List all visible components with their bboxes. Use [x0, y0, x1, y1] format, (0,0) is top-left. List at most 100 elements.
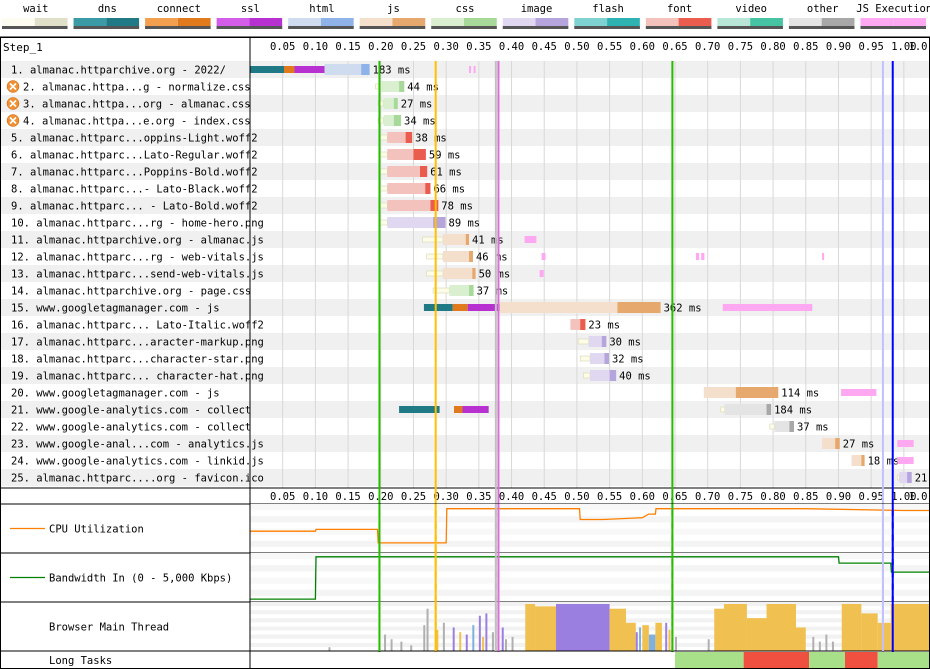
request-row[interactable] [0, 316, 930, 333]
legend-swatch-light [860, 18, 894, 29]
request-row[interactable] [0, 333, 930, 350]
request-row[interactable] [0, 112, 930, 129]
main-thread-spike [442, 622, 445, 651]
axis-tick-top: 0.95 [859, 41, 884, 53]
legend-swatch-dark [106, 18, 140, 29]
main-thread-activity [525, 604, 536, 651]
request-bar-ttfb [387, 149, 414, 160]
legend-label-flash: flash [592, 3, 624, 15]
request-bar-ttfb [383, 98, 394, 109]
request-label[interactable]: 12. almanac.httparc...rg - web-vitals.js [11, 252, 264, 264]
request-label[interactable]: 18. almanac.httparc...character-star.png [11, 354, 264, 366]
main-thread-spike [410, 645, 413, 651]
request-label[interactable]: 23. www.google-anal...com - analytics.js [11, 439, 264, 451]
request-bar-ttfb [449, 285, 470, 296]
cpu-series-line [250, 508, 930, 544]
main-thread-spike [635, 632, 638, 651]
request-row[interactable] [0, 469, 930, 486]
request-label[interactable]: 17. almanac.httparc...aracter-markup.png [11, 337, 264, 349]
request-label[interactable]: 3. almanac.httpa...org - almanac.css [23, 99, 251, 111]
request-bar-ttfb [590, 353, 605, 364]
panel-band [250, 577, 930, 584]
request-row[interactable] [0, 418, 930, 435]
request-bar-ttfb [570, 319, 581, 330]
request-row[interactable] [0, 129, 930, 146]
request-row[interactable] [0, 180, 930, 197]
request-label[interactable]: 9. almanac.httparc... - Lato-Bold.woff2 [11, 201, 258, 213]
request-label[interactable]: 10. almanac.httparc...rg - home-hero.png [11, 218, 264, 230]
request-row[interactable] [0, 163, 930, 180]
request-bar-connect [284, 66, 295, 73]
request-label[interactable]: 14. almanac.httparchive.org - page.css [11, 286, 251, 298]
request-duration: 59 ms [429, 150, 461, 162]
main-thread-spike [459, 632, 462, 651]
js-execution-mark [541, 253, 546, 260]
long-task-segment [250, 652, 675, 669]
request-duration: 27 ms [401, 99, 433, 111]
request-row[interactable] [0, 452, 930, 469]
legend-swatch-base [145, 26, 211, 29]
axis-tick-bottom: 0.10 [303, 491, 328, 503]
request-row[interactable] [0, 367, 930, 384]
request-label[interactable]: 4. almanac.httpa...e.org - index.css [23, 116, 251, 128]
request-row[interactable] [0, 214, 930, 231]
request-label[interactable]: 15. www.googletagmanager.com - js [11, 303, 220, 315]
request-label[interactable]: 24. www.google-analytics.com - linkid.js [11, 456, 264, 468]
request-bar-ttfb [387, 132, 406, 143]
request-duration: 61 ms [430, 167, 462, 179]
main-thread-spike [639, 627, 642, 651]
request-row[interactable] [0, 384, 930, 401]
legend-swatch-base [2, 26, 68, 29]
request-label[interactable]: 16. almanac.httparc... Lato-Italic.woff2 [11, 320, 264, 332]
legend-swatch-base [431, 26, 497, 29]
axis-tick-bottom: 0.25 [401, 491, 426, 503]
request-bar-dl [393, 115, 402, 126]
axis-tick-bottom: 0.30 [434, 491, 459, 503]
main-thread-activity [841, 604, 862, 651]
request-label[interactable]: 22. www.google-analytics.com - collect [11, 422, 251, 434]
main-thread-spike [707, 639, 710, 651]
request-bar-dl [472, 268, 476, 279]
request-label[interactable]: 2. almanac.httpa...g - normalize.css [23, 82, 251, 94]
request-label[interactable]: 21. www.google-analytics.com - collect [11, 405, 251, 417]
request-duration: 66 ms [433, 184, 465, 196]
request-label[interactable]: 6. almanac.httparc...Lato-Regular.woff2 [11, 150, 258, 162]
request-bar-ttfb [703, 387, 736, 398]
request-row[interactable] [0, 350, 930, 367]
request-bar-ssl [294, 66, 325, 73]
request-label[interactable]: 25. almanac.httparc....org - favicon.ico [11, 473, 264, 485]
main-thread-spike [436, 629, 439, 651]
legend-swatch-light [431, 18, 464, 29]
request-row[interactable] [0, 61, 930, 78]
request-label[interactable]: 8. almanac.httparc...- Lato-Black.woff2 [11, 184, 258, 196]
request-bar-wait [380, 151, 388, 158]
request-bar-dl [430, 200, 439, 211]
legend-swatch-dark [607, 18, 640, 29]
request-label[interactable]: 7. almanac.httparc...Poppins-Bold.woff2 [11, 167, 258, 179]
request-row[interactable] [0, 78, 930, 95]
legend-swatch-light [574, 18, 608, 29]
request-label[interactable]: 5. almanac.httparc...oppins-Light.woff2 [11, 133, 258, 145]
main-thread-activity [535, 606, 556, 651]
request-label[interactable]: 13. almanac.httparc...send-web-vitals.js [11, 269, 264, 281]
request-bar-connect [454, 406, 463, 413]
request-label[interactable]: 1. almanac.httparchive.org - 2022/ [11, 65, 226, 77]
request-duration: 78 ms [441, 201, 473, 213]
legend-swatch-base [788, 26, 855, 29]
main-thread-spike [501, 627, 504, 651]
request-row[interactable] [0, 435, 930, 452]
request-row[interactable] [0, 146, 930, 163]
request-row[interactable] [0, 95, 930, 112]
request-label[interactable]: 20. www.googletagmanager.com - js [11, 388, 220, 400]
legend-swatch-base [216, 26, 283, 29]
request-label[interactable]: 11. almanac.httparchive.org - almanac.js [11, 235, 264, 247]
request-bar-ttfb [442, 234, 466, 245]
main-thread-activity [724, 604, 747, 651]
legend-swatch-base [502, 26, 569, 29]
axis-tick-top: 1.0 [909, 41, 928, 53]
request-label[interactable]: 19. almanac.httparc... character-hat.png [11, 371, 264, 383]
axis-tick-bottom: 0.45 [532, 491, 557, 503]
request-duration: 27 ms [843, 439, 875, 451]
request-row[interactable] [0, 197, 930, 214]
request-bar-dl [469, 251, 473, 262]
